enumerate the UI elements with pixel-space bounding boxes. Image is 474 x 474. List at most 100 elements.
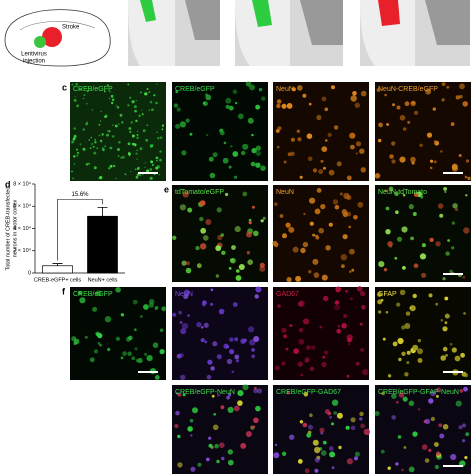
cell [146,169,150,173]
cell [93,151,97,155]
cell [459,94,463,99]
cell [419,253,427,260]
cell [183,289,190,296]
annotation: 15.6% [71,192,89,198]
cell [211,394,215,398]
cell [151,164,154,166]
cell [283,160,287,164]
micrograph: GAD67 [273,286,369,380]
cell [303,318,310,325]
cell [350,95,357,102]
cell [237,400,243,406]
cell [255,151,261,156]
cell [396,105,401,110]
cell [199,216,204,222]
cell [145,138,149,142]
cell [299,175,303,179]
cell [454,355,461,362]
cell [155,156,159,160]
cell [452,203,458,209]
cell [378,122,383,128]
cell [242,384,249,391]
cell [182,393,186,397]
cell [391,393,397,399]
cell [137,130,139,132]
cell [341,264,345,268]
cell [136,133,139,136]
cell [421,272,427,278]
cell [255,405,261,412]
cell [76,104,79,108]
cell [406,350,411,355]
cell [230,257,236,264]
cell [127,351,132,357]
cell [458,154,462,157]
cell [421,444,428,450]
y-tick-label: 6 × 10⁴ [13,203,31,210]
cell [240,338,246,344]
cell [223,141,227,145]
cell [417,408,421,411]
cell [392,103,395,107]
cell [154,375,160,380]
cell [130,121,133,124]
cell [208,156,214,162]
cell [297,361,303,367]
cell [99,343,102,347]
section-region [300,0,343,45]
cell [202,101,208,107]
cell [440,319,444,322]
cell [331,399,339,406]
cell [176,107,181,112]
cell [290,151,295,156]
cell [149,144,153,148]
cell [438,423,443,428]
cell [314,468,319,473]
cell [230,145,233,148]
cell [215,245,222,252]
cell [442,424,449,430]
cell [342,211,349,218]
cell [181,322,189,330]
cell [207,359,213,365]
cell [178,310,183,315]
cell [235,275,242,281]
cell [325,245,331,251]
cell [432,107,436,111]
cell [250,161,256,167]
cell [418,192,424,198]
cell [450,453,457,461]
cell [235,359,240,363]
cell [99,176,103,180]
cell [142,173,144,176]
cell [129,130,132,133]
cell [185,261,190,266]
cell [85,163,89,166]
cell [140,315,143,318]
cell [459,389,464,393]
cell [404,101,410,107]
cell [104,145,106,147]
cell [360,90,367,97]
cell [405,311,411,316]
cell [349,270,352,273]
cell [71,83,74,86]
injection-spot [34,36,46,48]
cell [316,114,322,121]
cell [340,254,348,261]
cell [108,130,111,133]
micrograph-bg [273,287,369,380]
cell [112,164,116,168]
cell [374,173,381,179]
cell [465,194,468,197]
cell [276,145,280,149]
cell [430,416,436,422]
cell [290,137,295,142]
cell [413,263,419,269]
cell [249,84,256,91]
cell [320,450,327,456]
cell [85,122,88,126]
cell [308,102,312,106]
cell [237,390,244,397]
micrograph: CREB/eGFP-GAD67 [273,385,371,474]
